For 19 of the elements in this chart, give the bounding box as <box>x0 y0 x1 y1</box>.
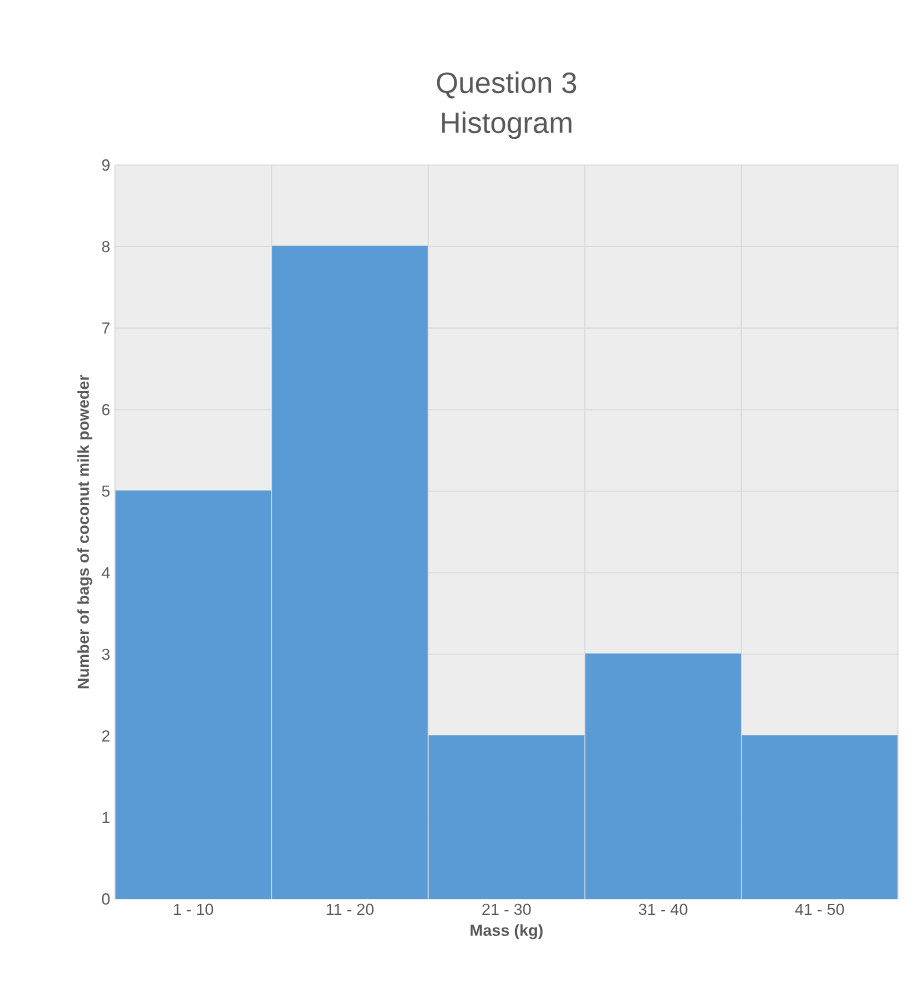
y-tick-label: 9 <box>102 159 110 171</box>
x-axis-title: Mass (kg) <box>470 924 543 940</box>
y-axis-title: Number of bags of coconut milk poweder <box>77 374 93 689</box>
y-tick-label: 6 <box>102 404 110 416</box>
y-tick-label: 5 <box>102 485 110 497</box>
x-tick-label: 11 - 20 <box>326 903 374 916</box>
y-tick-label: 1 <box>102 811 110 823</box>
y-tick-label: 7 <box>102 322 110 334</box>
y-tick-label: 4 <box>101 567 110 579</box>
x-tick-label: 31 - 40 <box>638 903 688 916</box>
x-tick-label: 21 - 30 <box>482 903 531 916</box>
x-tick-label: 41 - 50 <box>795 903 844 916</box>
chart-title: Question 3 <box>436 71 577 99</box>
y-tick-label: 3 <box>102 648 110 660</box>
y-tick-label: 0 <box>102 893 110 905</box>
y-tick-label: 8 <box>102 240 110 253</box>
chart-subtitle: Histogram <box>442 111 572 139</box>
x-tick-label: 1 - 10 <box>174 903 214 916</box>
y-tick-label: 2 <box>102 730 110 742</box>
